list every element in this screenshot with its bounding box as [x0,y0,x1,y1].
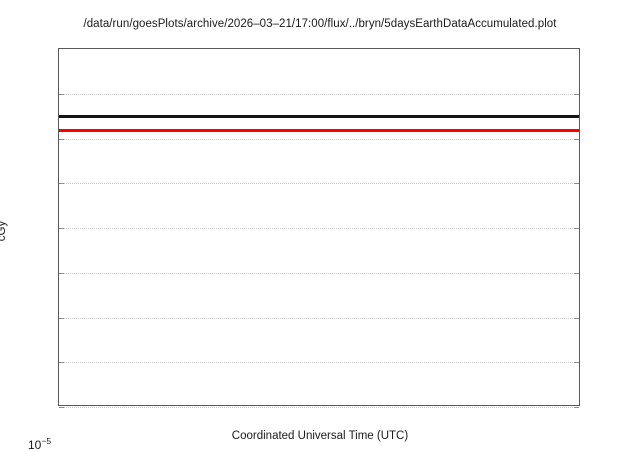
series-line [59,114,579,118]
y-axis-tick [59,317,64,319]
gridline [59,138,579,140]
y-axis-tick [59,183,64,185]
y-axis-tick [574,362,579,364]
y-axis-tick [574,138,579,140]
gridline [59,183,579,185]
y-axis-tick [59,228,64,229]
y-axis-label: cGy [0,220,9,242]
y-axis-tick [574,317,579,319]
y-axis-tick [574,407,579,408]
y-axis-tick [59,93,64,95]
y-axis-tick [574,93,579,95]
y-axis-tick [59,272,64,274]
page-title: /data/run/goesPlots/archive/2026–03–21/1… [83,18,557,30]
plot-area [58,48,580,408]
gridline [59,272,579,274]
gridline [59,407,579,408]
clipped-lower-panel-ticklabel: 10−5 [28,436,52,452]
y-axis-tick [574,228,579,229]
y-axis-tick [574,183,579,185]
series-line [59,129,579,132]
y-axis-tick [574,272,579,274]
y-axis-tick [59,407,64,408]
gridline [59,362,579,364]
gridline [59,228,579,229]
y-axis-tick [59,362,64,364]
x-axis-label: Coordinated Universal Time (UTC) [231,430,409,442]
y-axis-tick [59,138,64,140]
gridline [59,93,579,95]
gridline [59,317,579,319]
